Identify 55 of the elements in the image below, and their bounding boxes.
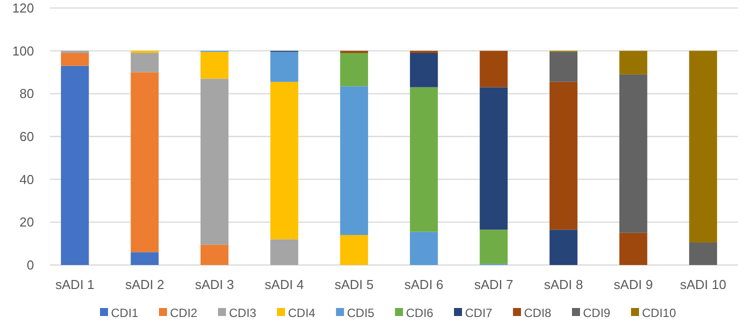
bar — [130, 72, 159, 252]
y-tick-label: 0 — [26, 258, 34, 273]
bar — [619, 50, 648, 74]
legend-label: CDI5 — [347, 306, 375, 320]
x-tick-label: sADI 10 — [680, 277, 726, 292]
bar — [340, 235, 368, 265]
bar — [340, 52, 368, 86]
legend-label: CDI3 — [229, 306, 257, 320]
bar — [340, 86, 368, 236]
x-tick-label: sADI 7 — [474, 277, 514, 292]
bar — [619, 232, 648, 265]
bar — [480, 87, 508, 230]
bar — [130, 52, 159, 72]
x-tick-label: sADI 4 — [264, 277, 304, 292]
x-tick-label: sADI 1 — [55, 277, 94, 292]
bar — [410, 52, 438, 88]
x-tick-label: sADI 8 — [544, 277, 584, 292]
x-tick-label: sADI 3 — [194, 277, 234, 292]
bar — [60, 52, 89, 66]
bar — [550, 82, 578, 230]
legend-label: CDI4 — [288, 306, 316, 320]
legend-label: CDI1 — [111, 306, 139, 320]
bar — [130, 252, 159, 265]
bar — [550, 52, 578, 82]
legend-label: CDI6 — [406, 306, 434, 320]
bar — [550, 230, 578, 265]
y-tick-label: 40 — [20, 172, 34, 187]
y-tick-label: 60 — [20, 129, 34, 144]
y-tick-label: 120 — [12, 0, 34, 16]
bar — [619, 74, 648, 233]
x-tick-label: sADI 2 — [125, 277, 164, 292]
bar — [200, 244, 228, 265]
y-tick-label: 100 — [12, 43, 34, 58]
bar — [200, 52, 228, 79]
bar — [480, 50, 508, 88]
x-tick-label: sADI 6 — [404, 277, 444, 292]
bar — [60, 66, 89, 265]
legend-label: CDI7 — [465, 306, 493, 320]
bar — [270, 239, 298, 265]
bar — [200, 78, 228, 245]
legend-label: CDI9 — [583, 306, 611, 320]
bar — [410, 232, 438, 265]
y-tick-label: 80 — [20, 86, 34, 102]
legend-label: CDI2 — [170, 306, 198, 320]
bar — [689, 50, 718, 243]
legend-label: CDI10 — [642, 306, 676, 320]
bar — [270, 82, 298, 240]
x-tick-label: sADI 5 — [334, 277, 374, 292]
x-tick-label: sADI 9 — [614, 277, 653, 292]
bar — [480, 230, 508, 264]
legend-label: CDI8 — [524, 306, 552, 320]
bar — [270, 52, 298, 82]
y-tick-label: 20 — [20, 214, 34, 230]
bar — [410, 87, 438, 232]
bar — [689, 242, 718, 265]
